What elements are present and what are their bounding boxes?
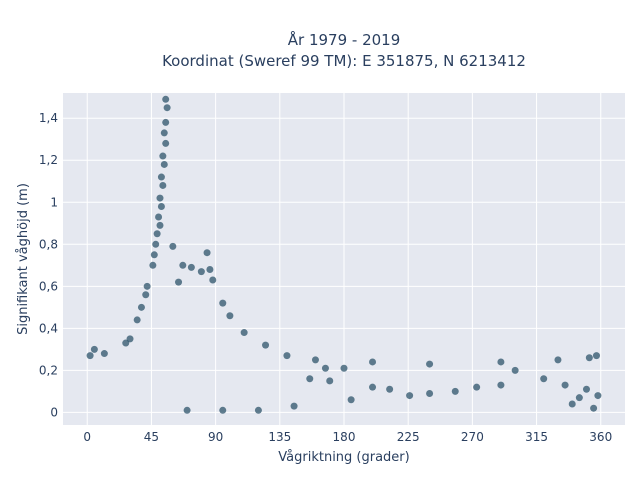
data-point [169,242,177,250]
data-point [473,383,481,391]
data-point [175,278,183,286]
data-point [406,392,414,400]
y-tick-label: 0,8 [39,237,58,251]
data-point [153,230,161,238]
y-tick-label: 0 [50,405,58,419]
data-point [311,356,319,364]
data-point [592,352,600,360]
data-point [159,181,167,189]
data-point [554,356,562,364]
data-point [133,316,141,324]
data-point [100,350,108,358]
data-point [160,129,168,137]
data-point [369,383,377,391]
data-point [426,389,434,397]
data-point [197,268,205,276]
y-axis-title: Signifikant våghöjd (m) [16,183,31,335]
chart-title-line1: År 1979 - 2019 [288,30,401,49]
data-point [126,335,134,343]
x-axis-title: Vågriktning (grader) [278,450,409,465]
data-point [326,377,334,385]
data-point [156,221,164,229]
data-point [582,385,590,393]
data-point [426,360,434,368]
data-point [290,402,298,410]
x-tick-label: 315 [525,430,548,444]
data-point [568,400,576,408]
data-point [157,202,165,210]
data-point [594,392,602,400]
data-point [157,173,165,181]
data-point [283,352,291,360]
data-point [90,345,98,353]
data-point [497,381,505,389]
data-point [386,385,394,393]
data-point [162,118,170,126]
y-tick-label: 0,4 [39,321,58,335]
y-tick-label: 0,6 [39,279,58,293]
data-point [86,352,94,360]
chart-title-line2: Koordinat (Sweref 99 TM): E 351875, N 62… [162,52,526,70]
data-point [203,249,211,257]
data-point [162,139,170,147]
data-point [122,339,130,347]
data-point [219,299,227,307]
data-point [150,251,158,259]
data-point [137,303,145,311]
data-point [219,406,227,414]
data-point [369,358,377,366]
y-tick-labels: 0 0,2 0,4 0,6 0,8 1 1,2 1,4 [39,111,58,419]
data-point [254,406,262,414]
data-point [340,364,348,372]
data-point [321,364,329,372]
data-point [142,291,150,299]
x-tick-label: 180 [333,430,356,444]
data-point [187,263,195,271]
data-points [86,95,602,414]
data-point [540,375,548,383]
data-point [162,95,170,103]
data-point [152,240,160,248]
data-point [590,404,598,412]
data-point [149,261,157,269]
data-point [561,381,569,389]
data-point [497,358,505,366]
data-point [226,312,234,320]
data-point [451,387,459,395]
data-point [262,341,270,349]
data-point [179,261,187,269]
x-tick-label: 360 [589,430,612,444]
data-point [209,276,217,284]
data-point [159,152,167,160]
x-tick-label: 0 [83,430,91,444]
data-point [306,375,314,383]
data-point [347,396,355,404]
x-tick-label: 135 [268,430,291,444]
data-point [163,104,171,112]
data-point [511,366,519,374]
x-tick-label: 45 [144,430,159,444]
x-tick-label: 90 [208,430,223,444]
data-point [183,406,191,414]
data-point [155,213,163,221]
data-point [160,160,168,168]
x-tick-label: 270 [461,430,484,444]
data-point [240,329,248,337]
data-point [585,354,593,362]
y-tick-label: 1,2 [39,153,58,167]
data-point [156,194,164,202]
data-point [575,394,583,402]
y-tick-label: 1 [50,195,58,209]
x-tick-label: 225 [397,430,420,444]
x-tick-labels: 0 45 90 135 180 225 270 315 360 [83,430,612,444]
data-point [143,282,151,290]
y-tick-label: 0,2 [39,363,58,377]
data-point [206,266,214,274]
y-tick-label: 1,4 [39,111,58,125]
